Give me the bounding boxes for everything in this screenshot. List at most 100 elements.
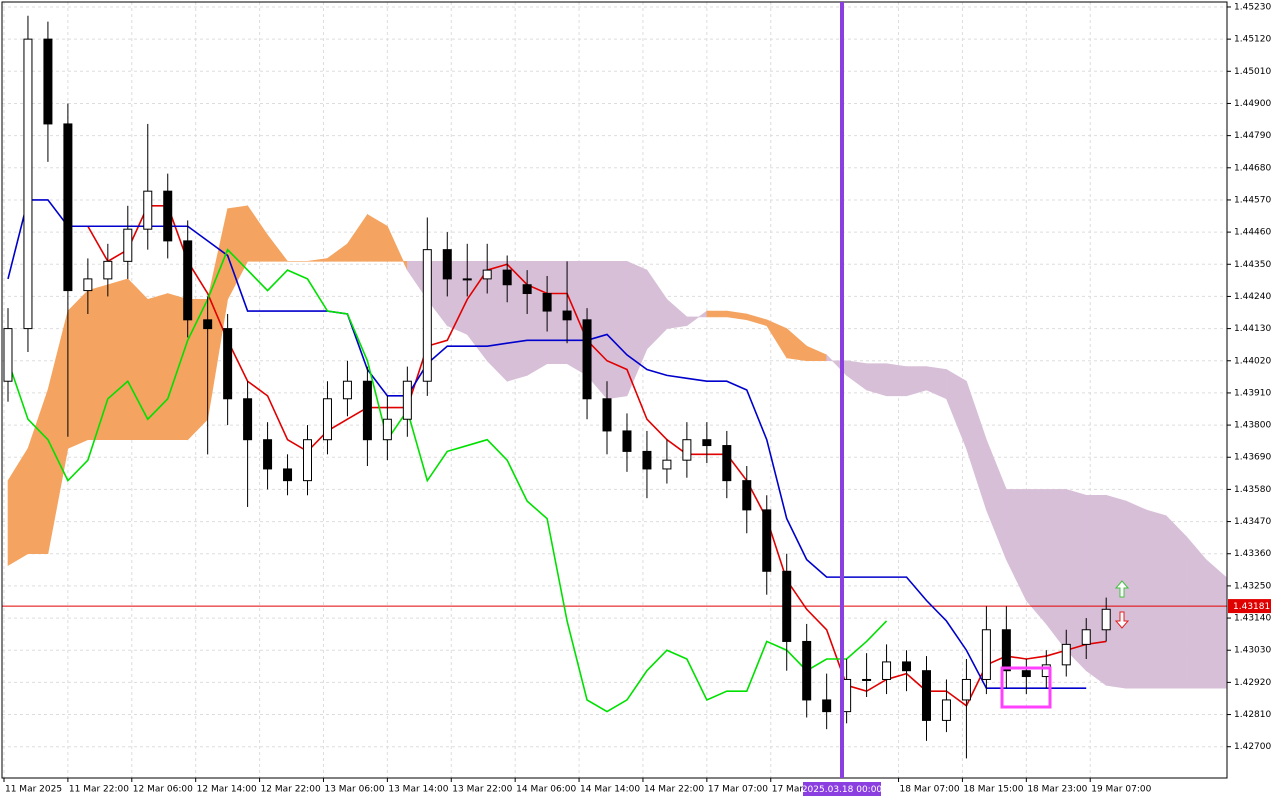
candle-body: [482, 269, 492, 280]
cloud-segment: [1165, 514, 1187, 689]
candle-body: [342, 380, 352, 400]
cloud: [7, 204, 1227, 689]
cloud-segment: [1185, 535, 1207, 689]
candle-body: [83, 278, 93, 292]
candle-body: [682, 439, 692, 461]
cloud-segment: [1205, 558, 1227, 689]
candle-body: [1001, 629, 1011, 672]
candle-body: [203, 319, 213, 330]
cloud-segment: [1026, 489, 1047, 625]
candle-body: [722, 445, 732, 482]
candle-body: [163, 190, 173, 242]
y-tick-label: 1.44900: [1234, 99, 1271, 109]
candle-body: [422, 249, 432, 382]
y-tick-label: 1.43580: [1234, 485, 1271, 495]
y-tick-label: 1.45230: [1234, 2, 1271, 12]
candle-body: [243, 398, 253, 441]
candle-body: [522, 284, 532, 295]
y-tick-label: 1.42700: [1234, 742, 1271, 752]
x-tick-label: 13 Mar 22:00: [452, 785, 512, 795]
cloud-segment: [1145, 509, 1167, 689]
cloud-segment: [866, 363, 887, 397]
candle-body: [602, 398, 612, 432]
y-tick-label: 1.44680: [1234, 163, 1271, 173]
y-tick-label: 1.43470: [1234, 517, 1271, 527]
x-tick-label: 14 Mar 14:00: [580, 785, 640, 795]
bid-label: 1.43181: [1233, 602, 1270, 612]
candle-body: [442, 249, 452, 280]
y-tick-label: 1.44350: [1234, 260, 1271, 270]
x-tick-label: 13 Mar 06:00: [324, 785, 384, 795]
candle-body: [3, 328, 13, 382]
candle-body: [742, 480, 752, 511]
y-tick-label: 1.42920: [1234, 678, 1271, 688]
y-tick-label: 1.43140: [1234, 614, 1271, 624]
candle-body: [921, 670, 931, 721]
candle-body: [582, 319, 592, 400]
y-tick-label: 1.44790: [1234, 131, 1271, 141]
candle-body: [263, 439, 273, 470]
x-tick-label: 17 Mar 15:00: [772, 785, 832, 795]
x-tick-label: 14 Mar 22:00: [644, 785, 704, 795]
candle-body: [502, 269, 512, 286]
y-tick-label: 1.45120: [1234, 35, 1271, 45]
cloud-segment: [706, 310, 728, 318]
up-arrow: [1114, 580, 1130, 598]
x-tick-label: 12 Mar 22:00: [261, 785, 321, 795]
y-tick-label: 1.44460: [1234, 228, 1271, 238]
x-tick-label: 18 Mar 07:00: [900, 785, 960, 795]
candle-body: [1081, 629, 1091, 645]
candle-body: [283, 468, 293, 482]
vline-label-box: [803, 782, 881, 796]
candle-body: [782, 570, 792, 642]
y-tick-label: 1.44570: [1234, 195, 1271, 205]
cloud-segment: [127, 278, 149, 441]
indicator-line: [7, 248, 888, 713]
overlay: [840, 2, 1130, 778]
candle-body: [542, 293, 552, 312]
y-tick-label: 1.43360: [1234, 549, 1271, 559]
cloud-segment: [886, 363, 907, 397]
candle-body: [882, 661, 892, 680]
candle-body: [961, 678, 971, 701]
x-tick-label: 17 Mar 07:00: [708, 785, 768, 795]
cloud-segment: [67, 289, 89, 449]
candle-body: [862, 678, 872, 681]
y-tick-label: 1.44240: [1234, 292, 1271, 302]
candle-body: [362, 380, 372, 441]
candle-body: [382, 418, 392, 441]
cloud-segment: [107, 278, 129, 441]
x-tick-label: 18 Mar 15:00: [963, 785, 1023, 795]
candle-body: [762, 509, 772, 572]
x-tick-label: 19 Mar 07:00: [1091, 785, 1151, 795]
x-tick-label: 12 Mar 06:00: [133, 785, 193, 795]
highlight-box: [1000, 666, 1052, 709]
y-tick-label: 1.43800: [1234, 421, 1271, 431]
y-tick-label: 1.43910: [1234, 388, 1271, 398]
cloud-segment: [1125, 500, 1147, 689]
candle-body: [662, 459, 672, 470]
candle-body: [1101, 608, 1111, 631]
indicator-line: [87, 204, 1107, 707]
candle-body: [622, 430, 632, 452]
candle-body: [143, 190, 153, 230]
candle-body: [462, 278, 472, 281]
x-tick-label: 11 Mar 22:00: [69, 785, 129, 795]
candle-body: [223, 328, 233, 400]
candle-body: [642, 450, 652, 470]
candle-body: [1021, 670, 1031, 678]
candle-body: [183, 240, 193, 321]
y-tick-label: 1.43690: [1234, 453, 1271, 463]
x-tick-label: 18 Mar 23:00: [1027, 785, 1087, 795]
vertical-line: [840, 2, 844, 778]
candle-body: [23, 38, 33, 330]
candle-body: [402, 380, 412, 420]
x-tick-label: 12 Mar 14:00: [197, 785, 257, 795]
cloud-segment: [87, 284, 109, 441]
x-tick-label: 14 Mar 06:00: [516, 785, 576, 795]
cloud-segment: [526, 261, 548, 376]
vline-label: 2025.03.18 00:00: [802, 785, 883, 795]
y-tick-label: 1.44020: [1234, 356, 1271, 366]
candle-body: [103, 260, 113, 280]
y-tick-label: 1.43030: [1234, 646, 1271, 656]
